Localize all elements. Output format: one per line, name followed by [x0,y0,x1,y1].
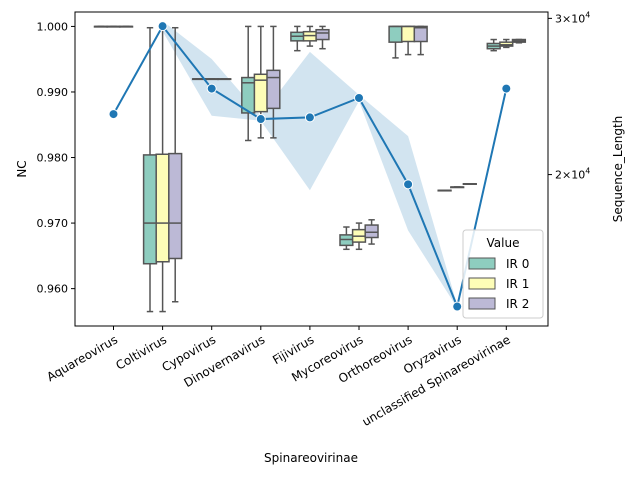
y-left-tick-label: 0.960 [37,283,69,296]
box-ir-2 [217,78,232,81]
sequence-length-point [157,21,168,32]
y-axis-right-label: Sequence_Length [611,116,625,223]
y-axis-left-label: NC [15,160,29,177]
box-ir-1 [302,25,318,47]
legend: Value IR 0 IR 1 IR 2 [462,229,544,319]
box-ir-2 [413,25,428,56]
box-ir-2 [315,25,330,50]
y-right-tick-label: 3×104 [555,10,590,25]
box-plots [93,25,527,313]
sequence-length-ci-band [162,20,458,308]
box-ir-1 [499,38,514,49]
box-body [266,69,281,110]
sequence-length-point [403,179,414,190]
legend-swatch [468,277,496,290]
legend-label: IR 1 [506,277,529,291]
y-right-tick-pow: 10 [571,169,585,182]
box-body [413,25,428,43]
sequence-length-point [452,301,463,312]
sequence-length-point [255,114,266,125]
box-ir-0 [241,25,256,142]
legend-swatch [468,297,496,310]
box-ir-1 [253,25,268,139]
box-ir-2 [266,25,281,139]
box-body [168,152,183,260]
box-ir-1 [155,26,170,313]
y-right-tick-exp: 4 [585,10,590,19]
box-ir-0 [486,38,501,52]
y-left-tick-label: 0.990 [37,86,69,99]
y-left-tick-label: 0.980 [37,152,69,165]
box-body [388,25,403,43]
box-ir-2 [118,25,134,28]
confidence-band [162,20,458,308]
y-right-tick-label: 2×104 [555,167,590,182]
box-ir-1 [204,78,219,81]
box-body [142,154,158,265]
box-body [364,224,379,239]
box-ir-1 [106,25,121,28]
box-ir-0 [290,25,305,52]
box-ir-0 [93,25,109,28]
legend-box [462,229,544,319]
x-axis: AquareovirusColtivirusCypovirusDinoverna… [44,326,513,429]
box-body [315,28,330,41]
box-ir-2 [168,26,183,303]
y-right-tick-times: × [562,169,571,182]
y-right-tick-exp: 4 [585,167,590,176]
box-ir-0 [388,25,403,59]
box-ir-2 [364,219,379,245]
y-right-tick-times: × [562,12,571,25]
box-ir-1 [450,186,465,189]
x-tick-label: Aquareovirus [44,332,120,384]
box-ir-0 [142,26,158,313]
legend-title: Value [487,236,520,250]
box-ir-1 [400,25,416,56]
x-axis-label: Spinareovirinae [264,451,358,465]
legend-swatch [468,257,496,270]
box-ir-2 [462,182,477,185]
y-right-tick-base: 2 [555,169,562,182]
sequence-length-point [304,112,315,123]
box-body [155,153,170,263]
box-ir-0 [339,226,354,251]
box-ir-2 [511,38,527,44]
sequence-length-point [354,92,364,103]
legend-label: IR 2 [506,297,529,311]
y-right-tick-base: 3 [555,12,562,25]
y-axis-left: 0.960 0.970 0.980 0.990 1.000 [37,20,75,296]
box-ir-1 [351,222,367,251]
x-tick-label: Coltivirus [113,332,169,372]
legend-label: IR 0 [506,257,529,271]
box-body [400,25,416,43]
y-right-tick-pow: 10 [571,12,585,25]
y-left-tick-label: 0.970 [37,217,69,230]
sequence-length-point [108,109,119,120]
sequence-length-point [206,83,217,94]
sequence-length-line [108,21,512,312]
box-ir-0 [437,189,452,192]
sequence-length-point [501,83,512,94]
y-left-tick-label: 1.000 [37,20,69,33]
plot-area-frame [74,11,549,327]
